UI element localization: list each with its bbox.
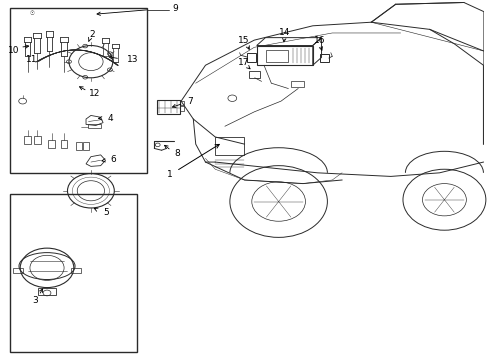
- Bar: [83, 142, 89, 149]
- Bar: [266, 50, 288, 62]
- Bar: [71, 268, 81, 273]
- Text: 5: 5: [103, 208, 109, 217]
- Bar: [246, 53, 255, 62]
- Bar: [290, 81, 304, 87]
- Text: 13: 13: [126, 55, 138, 64]
- Text: 4: 4: [108, 114, 113, 123]
- Bar: [180, 107, 183, 111]
- Bar: [13, 268, 22, 273]
- Text: 12: 12: [88, 89, 100, 98]
- Bar: [249, 71, 260, 78]
- Bar: [61, 140, 67, 148]
- Bar: [180, 101, 183, 105]
- Bar: [10, 194, 137, 352]
- Text: 2: 2: [89, 30, 95, 39]
- Text: 9: 9: [172, 4, 178, 13]
- Bar: [10, 8, 147, 173]
- Bar: [256, 45, 312, 65]
- Text: 15: 15: [237, 36, 249, 45]
- Text: 16: 16: [314, 36, 325, 45]
- Text: 1: 1: [167, 171, 172, 180]
- Text: 8: 8: [174, 149, 180, 158]
- Bar: [48, 140, 55, 148]
- Bar: [88, 124, 101, 128]
- Bar: [76, 142, 81, 149]
- Text: 7: 7: [186, 96, 192, 105]
- Bar: [320, 54, 328, 62]
- Bar: [157, 100, 180, 114]
- Bar: [38, 288, 56, 295]
- Bar: [24, 136, 31, 144]
- Bar: [215, 137, 244, 155]
- Bar: [34, 136, 41, 144]
- Text: 11: 11: [26, 55, 38, 64]
- Text: 10: 10: [8, 46, 20, 55]
- Text: 17: 17: [237, 58, 249, 67]
- Text: 14: 14: [278, 28, 289, 37]
- Text: 6: 6: [110, 155, 116, 164]
- Text: 3: 3: [32, 296, 38, 305]
- Text: ☉: ☉: [30, 11, 35, 16]
